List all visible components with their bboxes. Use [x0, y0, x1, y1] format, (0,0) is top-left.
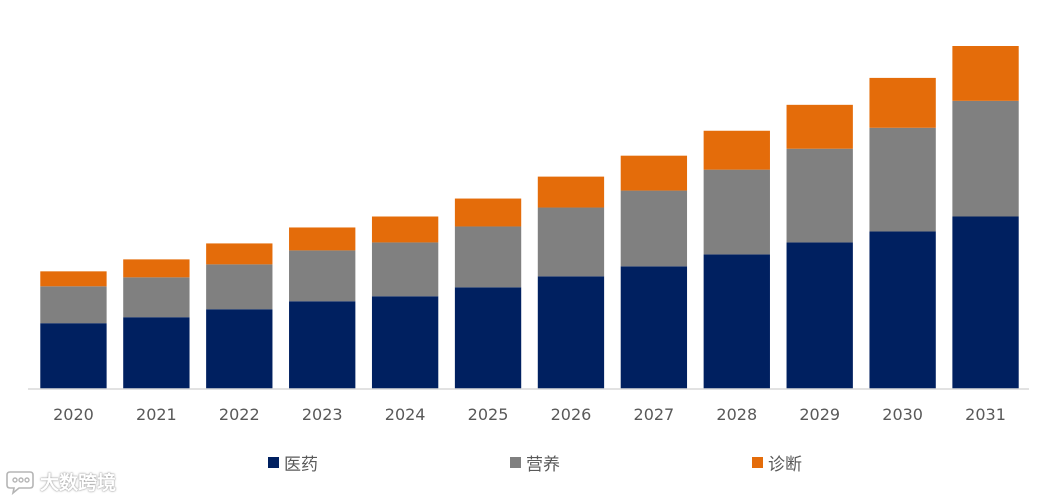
- bar-2028-series-2: [703, 130, 770, 170]
- legend-item-1: 营养: [510, 450, 560, 475]
- x-tick-label: 2029: [799, 405, 840, 424]
- bar-2025-series-1: [454, 226, 522, 288]
- bar-2026-series-1: [537, 207, 605, 277]
- legend-item-0: 医药: [268, 450, 318, 475]
- x-tick-labels: 2020 2021 2022 2023 2024 2025 2026 2027 2028 2029…: [53, 405, 1006, 424]
- bar-2025-series-0: [454, 287, 522, 389]
- bar-2029-series-0: [786, 242, 853, 389]
- bar-2021-series-1: [123, 277, 190, 318]
- bar-2027-series-0: [620, 266, 688, 389]
- bar-2029-series-1: [786, 148, 853, 243]
- bar-2027-series-2: [620, 155, 688, 191]
- watermark: 大数跨境: [6, 468, 116, 495]
- watermark-text: 大数跨境: [40, 472, 117, 494]
- bar-2022-series-2: [206, 243, 273, 265]
- bar-2031-series-2: [952, 46, 1019, 101]
- x-tick-label: 2028: [716, 405, 757, 424]
- bar-2031-series-1: [952, 100, 1019, 217]
- bar-2021-series-2: [123, 259, 190, 278]
- bar-2020-series-1: [40, 286, 107, 324]
- legend-swatch-0: [268, 457, 279, 468]
- bar-2022-series-1: [206, 264, 273, 310]
- bar-2020-series-0: [40, 323, 107, 389]
- bar-2030-series-1: [869, 127, 936, 232]
- legend-item-2: 诊断: [752, 450, 802, 475]
- x-tick-label: 2026: [551, 405, 592, 424]
- x-tick-label: 2020: [53, 405, 94, 424]
- bar-2024-series-0: [371, 296, 439, 389]
- bars-group: [40, 46, 1019, 389]
- bar-2030-series-2: [869, 77, 936, 128]
- chat-bubble-icon: [6, 470, 34, 495]
- legend-swatch-1: [510, 457, 521, 468]
- bar-2028-series-1: [703, 169, 770, 255]
- bar-2031-series-0: [952, 216, 1019, 389]
- bar-2030-series-0: [869, 231, 936, 389]
- x-tick-label: 2023: [302, 405, 343, 424]
- bar-2027-series-1: [620, 190, 688, 267]
- x-tick-label: 2021: [136, 405, 177, 424]
- bar-2023-series-0: [289, 301, 356, 389]
- x-tick-label: 2027: [634, 405, 675, 424]
- legend-swatch-2: [752, 457, 763, 468]
- bar-2021-series-0: [123, 317, 190, 389]
- bar-2029-series-2: [786, 104, 853, 149]
- bar-2026-series-0: [537, 276, 605, 389]
- bar-2020-series-2: [40, 271, 107, 287]
- x-tick-label: 2031: [965, 405, 1006, 424]
- x-tick-label: 2022: [219, 405, 260, 424]
- bar-2025-series-2: [454, 198, 522, 227]
- bar-2024-series-2: [371, 216, 439, 243]
- bar-2028-series-0: [703, 254, 770, 389]
- legend-label-1: 营养: [526, 455, 560, 475]
- bar-2023-series-1: [289, 250, 356, 302]
- bar-2026-series-2: [537, 176, 605, 208]
- x-tick-label: 2030: [882, 405, 923, 424]
- x-tick-label: 2025: [468, 405, 509, 424]
- bar-2024-series-1: [371, 242, 439, 297]
- bar-2023-series-2: [289, 227, 356, 251]
- bar-2022-series-0: [206, 309, 273, 389]
- legend-label-2: 诊断: [768, 455, 802, 475]
- legend-label-0: 医药: [284, 455, 318, 475]
- x-tick-label: 2024: [385, 405, 426, 424]
